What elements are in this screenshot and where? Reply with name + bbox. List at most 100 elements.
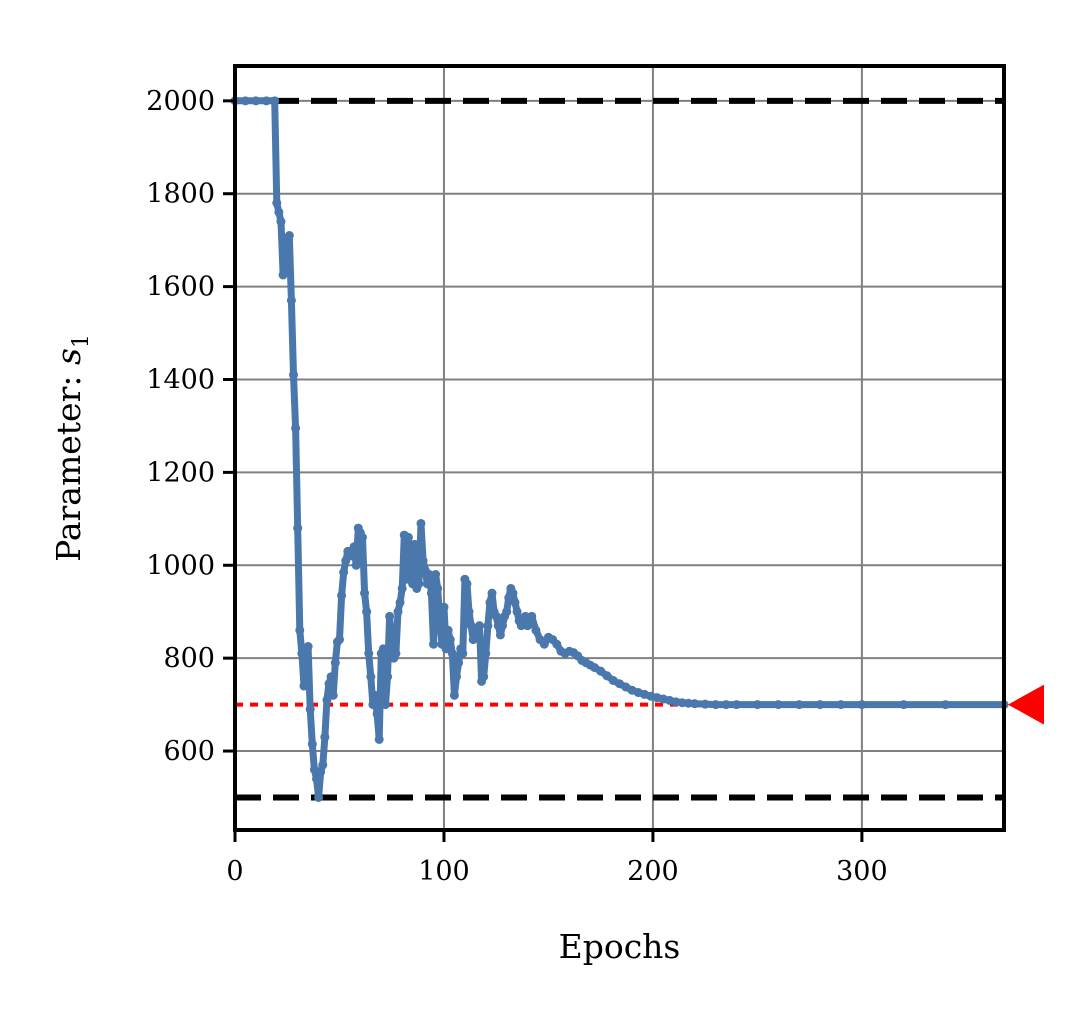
y-tick-label-2000: 2000 (146, 86, 215, 117)
series-point (368, 700, 378, 710)
series-point (794, 700, 804, 710)
series-point (284, 231, 294, 241)
series-point (385, 611, 395, 621)
series-point (452, 672, 462, 682)
series-point (289, 370, 299, 380)
series-point (487, 588, 497, 598)
series-point (472, 630, 482, 640)
x-tick-label-300: 300 (836, 856, 888, 887)
series-point (439, 602, 449, 612)
series-point (395, 597, 405, 607)
y-tick-label-1800: 1800 (146, 179, 215, 210)
series-point (339, 567, 349, 577)
x-axis-label: Epochs (559, 927, 681, 966)
series-point (495, 630, 505, 640)
series-point (337, 590, 347, 600)
y-axis-ticks: 600 800 1000 1200 1400 1600 1800 2000 (146, 86, 235, 767)
series-point (301, 653, 311, 663)
series-point (286, 296, 296, 306)
series-point (378, 644, 388, 654)
series-point (433, 583, 443, 593)
series-point (322, 695, 332, 705)
series-point (502, 607, 512, 617)
series-point (773, 700, 783, 710)
series-point (374, 734, 384, 744)
series-point (527, 611, 537, 621)
series-line-0 (231, 97, 1008, 801)
series-point (311, 774, 321, 784)
series-point (364, 649, 374, 659)
series-point (497, 621, 507, 631)
x-tick-label-100: 100 (418, 856, 470, 887)
series-point (454, 658, 464, 668)
series-point (314, 792, 324, 802)
series-point (422, 579, 432, 589)
series-point (270, 96, 280, 106)
y-tick-label-600: 600 (163, 736, 215, 767)
y-tick-label-1400: 1400 (146, 364, 215, 395)
series-point (316, 767, 326, 777)
series-point (360, 588, 370, 598)
series-point (406, 560, 416, 570)
series-point (464, 607, 474, 617)
series-point (508, 588, 518, 598)
series-point (387, 635, 397, 645)
series-point (349, 542, 359, 552)
series-point (416, 518, 426, 528)
y-axis-label: Parameter: s1 (49, 334, 94, 562)
y-axis-label-subscript: 1 (69, 334, 94, 348)
series-point (441, 644, 451, 654)
series-point (531, 625, 541, 635)
series-point (414, 579, 424, 589)
series-point (299, 681, 309, 691)
series-point (278, 270, 288, 280)
series-point (481, 649, 491, 659)
series-point (523, 621, 533, 631)
series-point (282, 263, 292, 273)
series-s1 (230, 96, 1009, 802)
series-point (443, 625, 453, 635)
series-point (318, 760, 328, 770)
series-point (721, 700, 731, 710)
series-point (326, 672, 336, 682)
y-axis-label-text: Parameter: (49, 365, 88, 562)
series-point (347, 551, 357, 561)
series-point (552, 639, 562, 649)
series-point (431, 570, 441, 580)
series-point (261, 96, 271, 106)
series-point (320, 732, 330, 742)
series-point (303, 642, 313, 652)
plot-frame (233, 64, 1006, 832)
series-point (752, 700, 762, 710)
series-point (690, 699, 700, 709)
y-tick-label-1600: 1600 (146, 272, 215, 303)
series-point (372, 709, 382, 719)
series-point (240, 96, 250, 106)
series-point (418, 556, 428, 566)
series-point (295, 625, 305, 635)
series-point (479, 672, 489, 682)
series-point (732, 700, 742, 710)
series-point (940, 700, 950, 710)
series-point (393, 607, 403, 617)
x-tick-label-200: 200 (627, 856, 679, 887)
series-point (700, 699, 710, 709)
series-point (491, 611, 501, 621)
series-point (380, 700, 390, 710)
series-point (324, 679, 334, 689)
y-axis-label-symbol: s (49, 348, 88, 365)
x-axis-ticks: 0 100 200 300 (226, 830, 888, 887)
series-point (307, 739, 317, 749)
series-point (429, 639, 439, 649)
series-point (391, 649, 401, 659)
series-point (274, 207, 284, 217)
series-point (815, 700, 825, 710)
series-point (305, 704, 315, 714)
series-point (328, 690, 338, 700)
series-point (596, 666, 606, 676)
grid (234, 66, 1004, 830)
series-point (341, 556, 351, 566)
series-point (458, 649, 468, 659)
series-point (602, 671, 612, 681)
